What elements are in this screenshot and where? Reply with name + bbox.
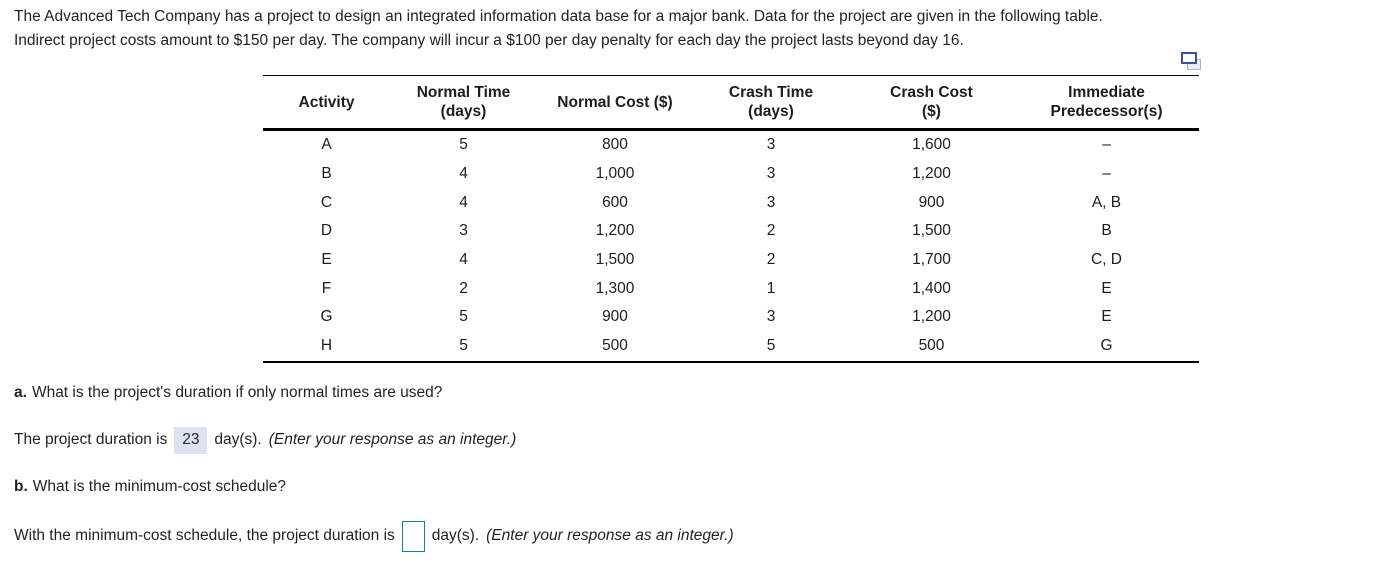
table-row: E 4 1,500 2 1,700 C, D (263, 246, 1199, 275)
cell-crash-time: 2 (766, 222, 776, 240)
question-a-label: a. (14, 384, 27, 401)
answer-a-note: (Enter your response as an integer.) (268, 431, 517, 448)
cell-normal-time: 3 (459, 222, 468, 240)
cell-crash-time: 3 (766, 308, 776, 326)
cell-activity: C (320, 193, 333, 211)
cell-normal-cost: 900 (602, 308, 628, 326)
table-row: G 5 900 3 1,200 E (263, 303, 1199, 332)
cell-normal-cost: 1,200 (595, 222, 635, 240)
question-b: b. What is the minimum-cost schedule? (14, 478, 286, 496)
answer-b-prefix: With the minimum-cost schedule, the proj… (14, 527, 395, 544)
cell-predecessors: – (1102, 136, 1111, 154)
answer-a-suffix: day(s). (214, 431, 262, 448)
answer-b-note: (Enter your response as an integer.) (486, 527, 734, 544)
cell-activity: G (320, 308, 333, 326)
cell-predecessors: – (1102, 165, 1111, 183)
cell-normal-time: 4 (459, 251, 468, 269)
col-header-crash-cost: Crash Cost ($) (849, 75, 1014, 131)
col-header-normal-cost: Normal Cost ($) (537, 75, 693, 131)
cell-crash-cost: 1,400 (912, 279, 951, 297)
cell-crash-cost: 1,600 (912, 136, 951, 154)
col-header-crash-time: Crash Time (days) (693, 75, 849, 131)
cell-activity: E (321, 251, 332, 269)
cell-crash-cost: 1,500 (912, 222, 951, 240)
col-header-activity: Activity (263, 75, 390, 131)
cell-normal-cost: 1,000 (595, 165, 635, 183)
cell-normal-time: 5 (459, 136, 468, 154)
cell-activity: B (321, 165, 332, 183)
cell-normal-cost: 500 (602, 337, 628, 355)
col-header-immediate-predecessors: Immediate Predecessor(s) (1014, 75, 1199, 131)
cell-normal-cost: 800 (602, 136, 628, 154)
table-row: A 5 800 3 1,600 – (263, 130, 1199, 160)
cell-normal-time: 4 (459, 165, 468, 183)
problem-statement: The Advanced Tech Company has a project … (14, 5, 1103, 52)
copy-table-icon[interactable] (1180, 51, 1201, 70)
copy-table-icon-front-rect (1181, 52, 1197, 64)
cell-predecessors: C, D (1091, 251, 1122, 269)
table-row: B 4 1,000 3 1,200 – (263, 160, 1199, 189)
cell-normal-cost: 1,500 (595, 251, 635, 269)
cell-crash-time: 5 (766, 337, 776, 355)
cell-predecessors: G (1100, 337, 1113, 355)
cell-crash-time: 3 (766, 165, 776, 183)
cell-activity: A (321, 136, 332, 154)
col-header-normal-time: Normal Time (days) (390, 75, 537, 131)
cell-activity: H (320, 337, 333, 355)
cell-crash-time: 3 (766, 193, 776, 211)
question-a-text: What is the project's duration if only n… (31, 384, 443, 401)
table-row: C 4 600 3 900 A, B (263, 188, 1199, 217)
project-data-table: Activity Normal Time (days) Normal Cost … (263, 75, 1199, 363)
table-row: F 2 1,300 1 1,400 E (263, 274, 1199, 303)
cell-normal-time: 5 (459, 308, 468, 326)
answer-b-suffix: day(s). (431, 527, 480, 544)
cell-crash-time: 3 (766, 136, 776, 154)
question-b-text: What is the minimum-cost schedule? (32, 478, 287, 495)
cell-predecessors: E (1101, 308, 1112, 326)
cell-normal-time: 4 (459, 193, 468, 211)
cell-activity: F (321, 279, 332, 297)
cell-crash-cost: 1,700 (912, 251, 951, 269)
problem-statement-line2: Indirect project costs amount to $150 pe… (14, 31, 964, 49)
answer-b-input[interactable] (401, 520, 425, 552)
table-row: D 3 1,200 2 1,500 B (263, 217, 1199, 246)
cell-crash-time: 1 (766, 279, 776, 297)
cell-predecessors: A, B (1091, 193, 1122, 211)
cell-activity: D (320, 222, 333, 240)
question-a: a. What is the project's duration if only… (14, 384, 442, 402)
cell-crash-time: 2 (766, 251, 776, 269)
cell-predecessors: E (1101, 279, 1112, 297)
answer-a-line: The project duration is 23 day(s). (Ente… (14, 425, 516, 455)
answer-b-line: With the minimum-cost schedule, the proj… (14, 519, 734, 553)
problem-statement-line1: The Advanced Tech Company has a project … (14, 8, 1103, 25)
question-b-label: b. (14, 478, 28, 495)
cell-crash-cost: 900 (918, 193, 945, 211)
cell-normal-time: 2 (459, 279, 468, 297)
answer-a-prefix: The project duration is (14, 431, 168, 448)
cell-crash-cost: 1,200 (912, 308, 951, 326)
table-row: H 5 500 5 500 G (263, 332, 1199, 362)
table-header-row: Activity Normal Time (days) Normal Cost … (263, 75, 1199, 131)
answer-a-input[interactable]: 23 (174, 426, 208, 454)
cell-crash-cost: 1,200 (912, 165, 951, 183)
cell-normal-cost: 1,300 (595, 279, 635, 297)
cell-normal-cost: 600 (602, 193, 628, 211)
cell-normal-time: 5 (459, 337, 468, 355)
cell-predecessors: B (1101, 222, 1112, 240)
cell-crash-cost: 500 (918, 337, 945, 355)
